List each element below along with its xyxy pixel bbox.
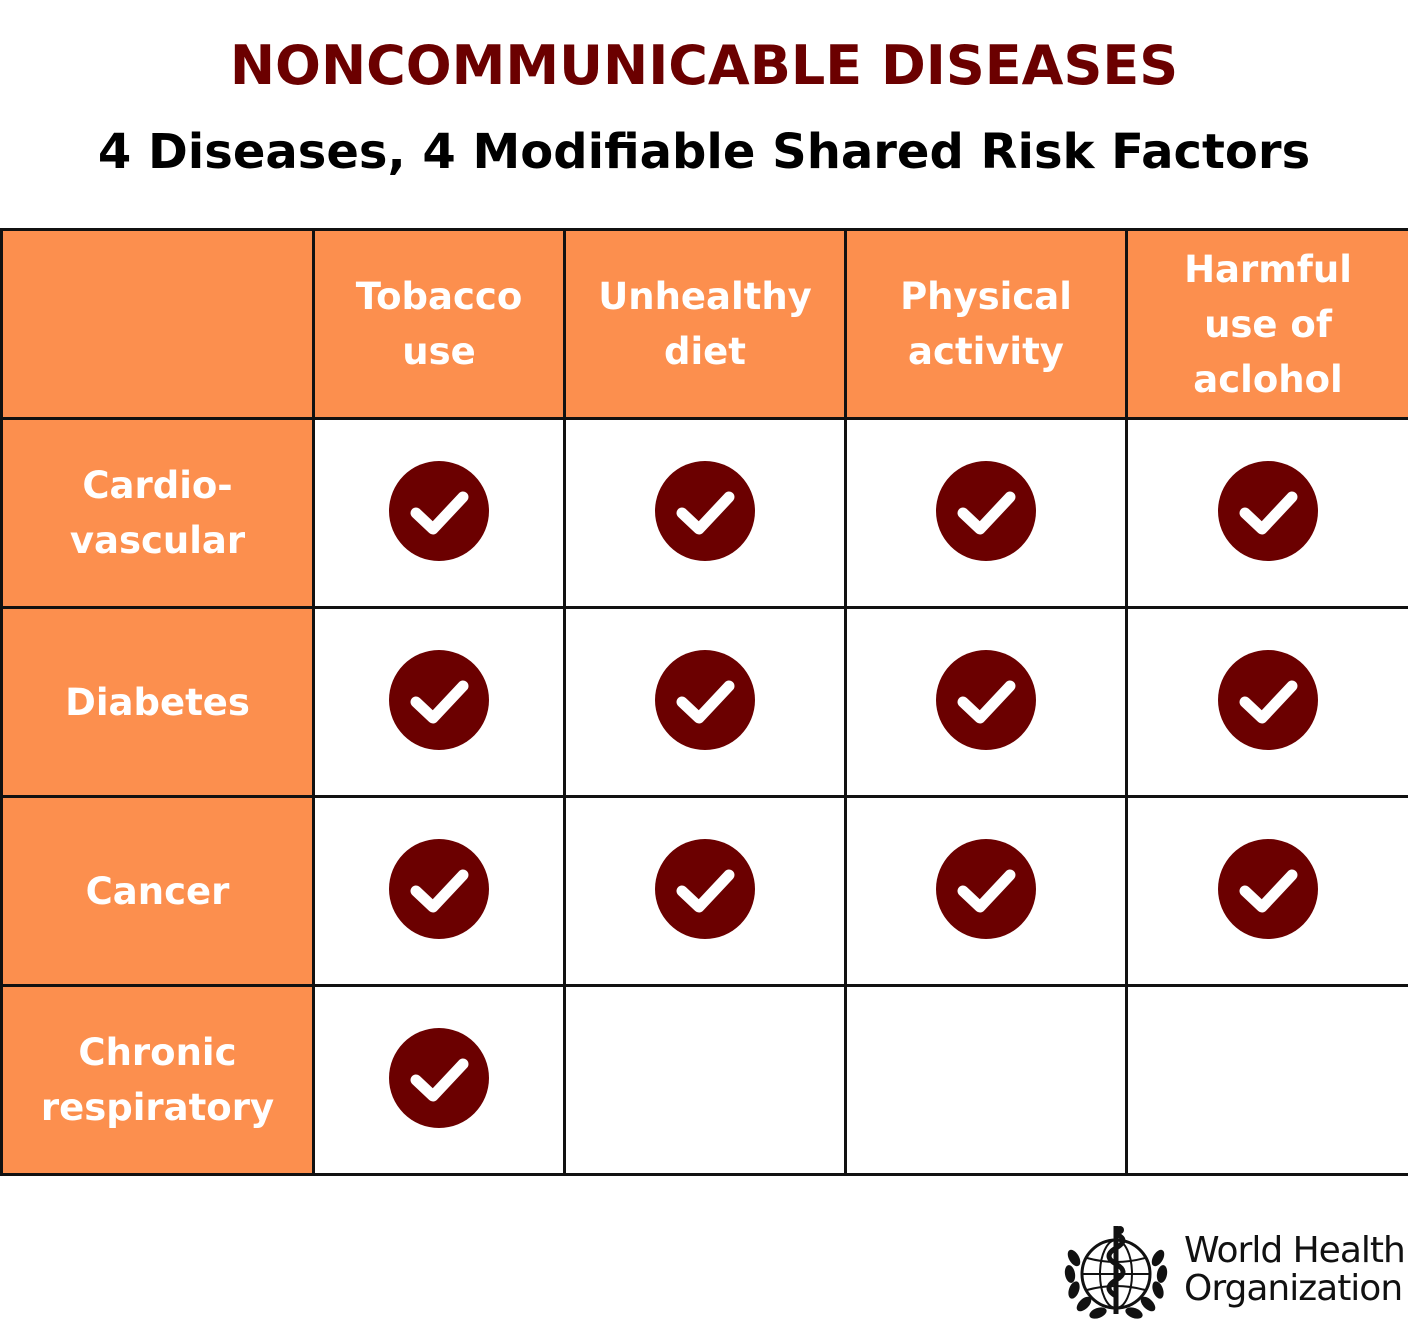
table-cell bbox=[314, 986, 565, 1175]
check-circle-icon bbox=[389, 839, 489, 939]
table-cell bbox=[314, 608, 565, 797]
who-wordmark-line1: World Health bbox=[1184, 1232, 1405, 1270]
table-cell bbox=[565, 797, 846, 986]
table-cell bbox=[846, 608, 1127, 797]
table-cell bbox=[1127, 797, 1408, 986]
check-circle-icon bbox=[936, 839, 1036, 939]
row-header: Chronic respiratory bbox=[2, 986, 314, 1175]
row-header: Cancer bbox=[2, 797, 314, 986]
check-circle-icon bbox=[389, 650, 489, 750]
row-header-label: Chronic respiratory bbox=[41, 1025, 274, 1135]
table-row: Chronic respiratory bbox=[2, 986, 1408, 1175]
page-subtitle: 4 Diseases, 4 Modifiable Shared Risk Fac… bbox=[0, 124, 1408, 180]
table-row: Cancer bbox=[2, 797, 1408, 986]
check-circle-icon bbox=[389, 1028, 489, 1128]
header-row: Tobacco use Unhealthy diet Physical acti… bbox=[2, 230, 1408, 419]
table-cell bbox=[846, 986, 1127, 1175]
check-circle-icon bbox=[936, 461, 1036, 561]
column-header-label: Physical activity bbox=[900, 269, 1072, 379]
check-circle-icon bbox=[655, 461, 755, 561]
check-circle-icon bbox=[1218, 650, 1318, 750]
table-cell bbox=[565, 608, 846, 797]
table-cell bbox=[314, 419, 565, 608]
table-row: Diabetes bbox=[2, 608, 1408, 797]
row-header: Diabetes bbox=[2, 608, 314, 797]
column-header: Physical activity bbox=[846, 230, 1127, 419]
table-cell bbox=[1127, 419, 1408, 608]
check-circle-icon bbox=[655, 650, 755, 750]
check-circle-icon bbox=[655, 839, 755, 939]
row-header: Cardio- vascular bbox=[2, 419, 314, 608]
row-header-label: Cardio- vascular bbox=[70, 458, 245, 568]
who-emblem-icon bbox=[1060, 1220, 1172, 1320]
risk-factor-table: Tobacco use Unhealthy diet Physical acti… bbox=[0, 228, 1408, 1176]
who-wordmark: World Health Organization bbox=[1184, 1232, 1405, 1308]
table-cell bbox=[565, 419, 846, 608]
table-cell bbox=[314, 797, 565, 986]
column-header-label: Tobacco use bbox=[356, 269, 522, 379]
column-header-label: Harmful use of aclohol bbox=[1184, 242, 1352, 407]
row-header-label: Diabetes bbox=[65, 675, 250, 730]
table-cell bbox=[565, 986, 846, 1175]
row-header-label: Cancer bbox=[86, 864, 230, 919]
check-circle-icon bbox=[389, 461, 489, 561]
corner-cell bbox=[2, 230, 314, 419]
column-header: Unhealthy diet bbox=[565, 230, 846, 419]
table-cell bbox=[846, 419, 1127, 608]
table-cell bbox=[846, 797, 1127, 986]
who-logo: World Health Organization bbox=[1060, 1220, 1408, 1320]
table-cell bbox=[1127, 986, 1408, 1175]
table-row: Cardio- vascular bbox=[2, 419, 1408, 608]
check-circle-icon bbox=[1218, 839, 1318, 939]
page-title: NONCOMMUNICABLE DISEASES bbox=[0, 34, 1408, 97]
column-header: Tobacco use bbox=[314, 230, 565, 419]
who-wordmark-line2: Organization bbox=[1184, 1270, 1405, 1308]
check-circle-icon bbox=[936, 650, 1036, 750]
column-header: Harmful use of aclohol bbox=[1127, 230, 1408, 419]
column-header-label: Unhealthy diet bbox=[598, 269, 812, 379]
table-cell bbox=[1127, 608, 1408, 797]
check-circle-icon bbox=[1218, 461, 1318, 561]
